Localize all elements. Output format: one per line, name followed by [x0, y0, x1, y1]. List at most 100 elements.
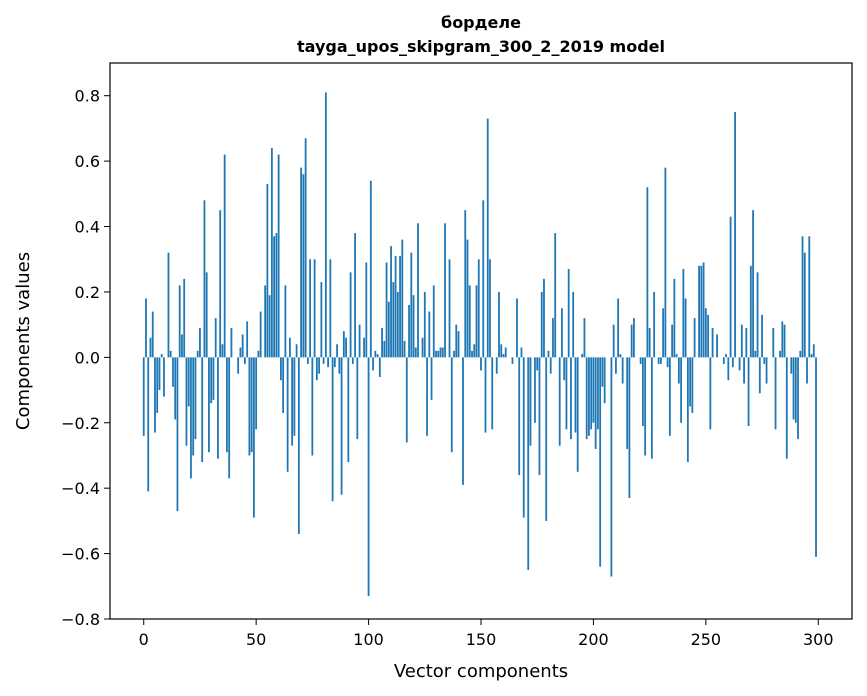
bar-149 — [477, 259, 480, 358]
bar-74 — [309, 259, 312, 358]
bar-179 — [545, 357, 548, 521]
bar-210 — [615, 357, 617, 374]
bar-39 — [230, 327, 233, 358]
bar-269 — [747, 357, 750, 427]
bar-87 — [338, 357, 341, 374]
bar-248 — [700, 265, 703, 358]
bar-188 — [565, 357, 568, 430]
bar-4 — [151, 311, 154, 358]
bar-15 — [176, 357, 179, 512]
bar-59 — [275, 233, 278, 358]
bar-68 — [295, 344, 298, 358]
bar-48 — [250, 357, 253, 453]
bar-190 — [570, 357, 572, 440]
bar-78 — [318, 357, 321, 374]
bar-202 — [597, 357, 599, 430]
bar-213 — [621, 357, 624, 384]
x-tick-label: 100 — [353, 630, 384, 649]
bar-124 — [421, 337, 424, 358]
bar-238 — [677, 357, 680, 384]
bar-13 — [172, 357, 174, 387]
bar-236 — [673, 278, 676, 358]
bar-153 — [486, 118, 489, 358]
bar-86 — [336, 344, 338, 358]
bar-283 — [779, 350, 781, 358]
bar-201 — [594, 357, 597, 449]
bar-272 — [754, 350, 757, 358]
bar-132 — [439, 347, 442, 358]
bar-212 — [619, 354, 622, 358]
bar-177 — [540, 291, 543, 358]
bar-267 — [743, 357, 745, 384]
bar-9 — [163, 357, 165, 397]
x-tick-label: 0 — [139, 630, 149, 649]
bar-143 — [464, 210, 467, 358]
bar-157 — [495, 357, 498, 374]
bar-244 — [691, 357, 694, 413]
y-tick-label: 0.8 — [75, 87, 100, 106]
bar-102 — [372, 357, 374, 371]
bar-263 — [734, 112, 736, 358]
bar-205 — [603, 357, 606, 404]
bar-290 — [794, 357, 797, 423]
bar-281 — [774, 357, 777, 430]
bar-197 — [585, 357, 588, 440]
bar-164 — [511, 357, 514, 364]
bar-158 — [498, 291, 500, 358]
bar-166 — [516, 298, 518, 358]
bar-101 — [369, 180, 372, 358]
bar-204 — [601, 357, 604, 387]
bar-295 — [806, 357, 808, 384]
bar-239 — [680, 357, 683, 423]
bar-131 — [437, 350, 440, 358]
bar-274 — [758, 357, 761, 394]
bar-243 — [689, 357, 692, 407]
bar-69 — [297, 357, 300, 534]
bar-245 — [693, 318, 696, 358]
bar-225 — [648, 327, 651, 358]
bar-77 — [315, 357, 318, 381]
bar-30 — [210, 357, 213, 404]
bar-276 — [763, 357, 766, 364]
bar-121 — [414, 347, 417, 358]
bar-176 — [538, 357, 541, 476]
bar-51 — [257, 350, 260, 358]
y-axis-label: Components values — [13, 252, 34, 430]
bar-232 — [664, 167, 667, 358]
x-tick-label: 200 — [578, 630, 609, 649]
bar-296 — [808, 236, 811, 358]
bar-148 — [475, 285, 478, 358]
bar-0 — [142, 357, 145, 436]
bar-113 — [396, 291, 399, 358]
bar-291 — [797, 357, 799, 440]
bar-293 — [801, 236, 804, 358]
x-tick-label: 50 — [246, 630, 266, 649]
bar-108 — [385, 262, 388, 358]
y-tick-label: −0.2 — [61, 414, 100, 433]
bar-218 — [633, 318, 635, 358]
bar-33 — [217, 357, 219, 459]
bar-240 — [682, 269, 685, 358]
bar-62 — [282, 357, 285, 413]
bar-91 — [347, 357, 350, 463]
bar-229 — [657, 357, 660, 364]
y-tick-label: 0.4 — [75, 218, 100, 237]
bar-54 — [264, 285, 267, 358]
bar-98 — [363, 337, 365, 358]
y-tick-label: −0.8 — [61, 610, 100, 629]
bar-90 — [345, 337, 347, 358]
bar-286 — [785, 357, 788, 459]
bar-297 — [810, 354, 813, 358]
bar-289 — [792, 357, 795, 420]
bar-199 — [590, 357, 593, 430]
bar-196 — [583, 318, 586, 358]
bar-109 — [387, 301, 390, 358]
bar-262 — [731, 357, 734, 368]
bar-12 — [169, 350, 172, 358]
bar-128 — [430, 357, 433, 400]
bar-273 — [756, 272, 759, 358]
bar-49 — [253, 357, 255, 518]
bar-125 — [423, 291, 426, 358]
bar-38 — [228, 357, 231, 479]
